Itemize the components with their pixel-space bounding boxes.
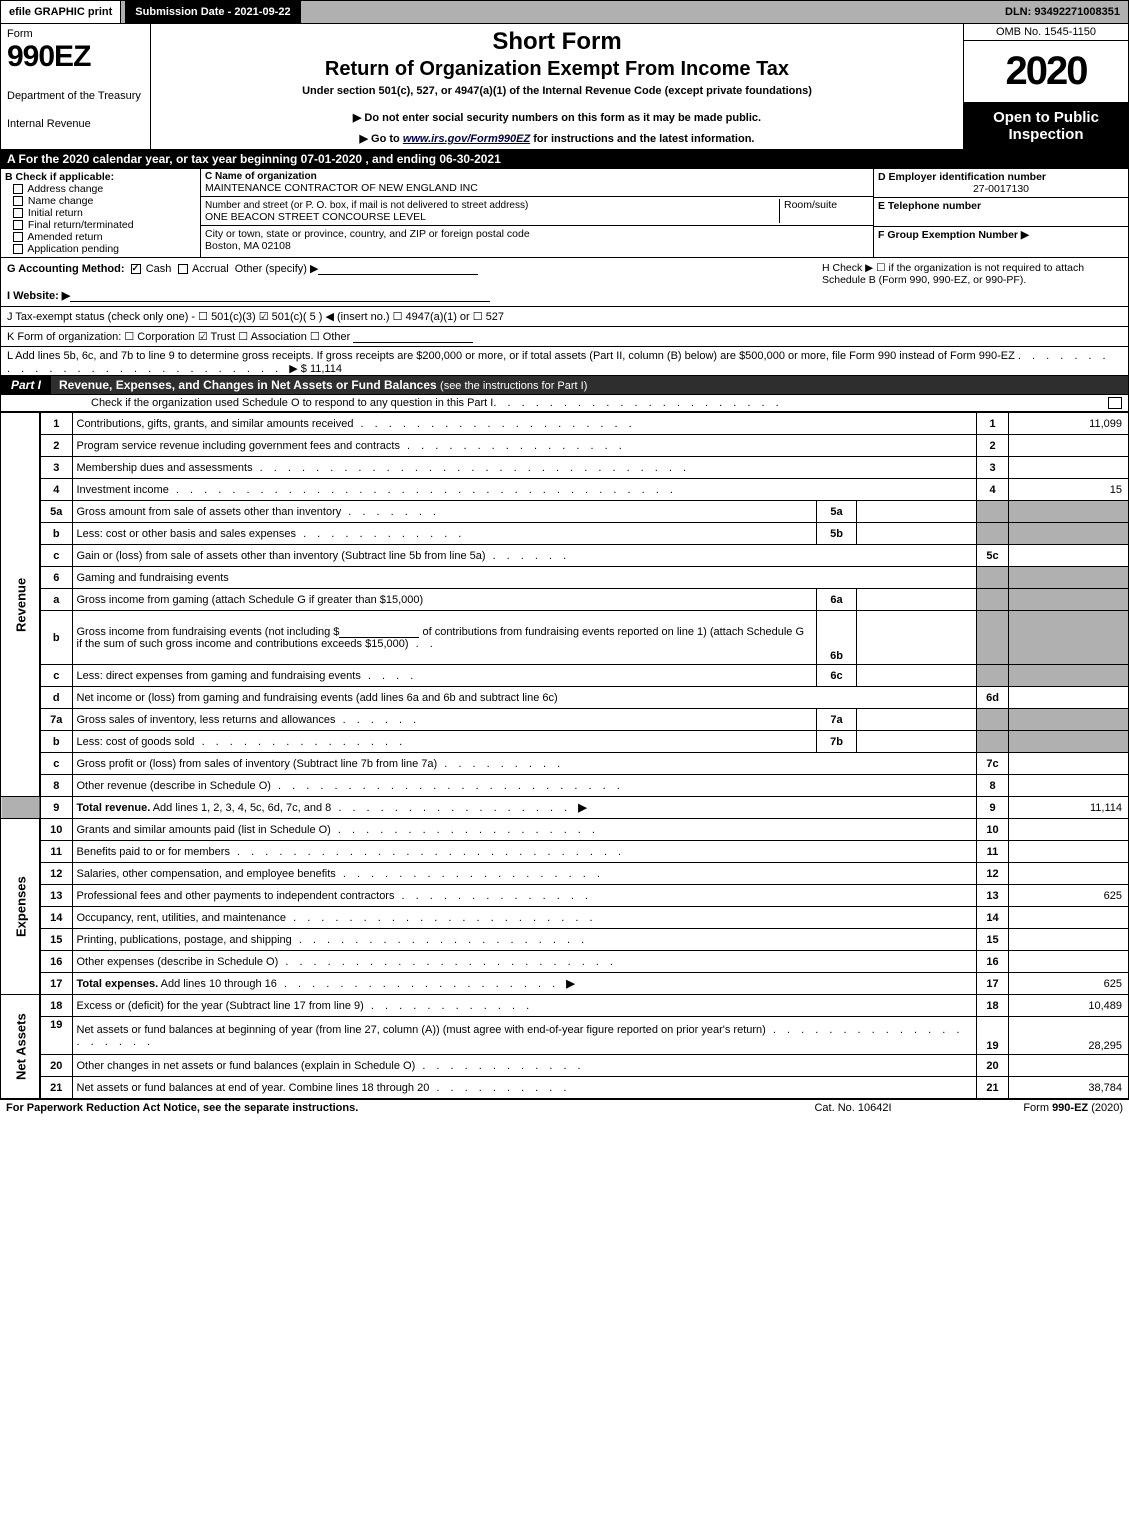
line-g-h-i: G Accounting Method: Cash Accrual Other …: [0, 258, 1129, 307]
website-label: I Website: ▶: [7, 290, 70, 302]
checkbox-final[interactable]: [13, 220, 23, 230]
line-k: K Form of organization: ☐ Corporation ☑ …: [0, 327, 1129, 347]
val-2: [1009, 435, 1129, 457]
netassets-side: Net Assets: [1, 995, 41, 1099]
top-bar: efile GRAPHIC print Submission Date - 20…: [0, 0, 1129, 24]
irs-link[interactable]: www.irs.gov/Form990EZ: [403, 133, 530, 145]
tax-period: A For the 2020 calendar year, or tax yea…: [0, 150, 1129, 169]
paperwork-notice: For Paperwork Reduction Act Notice, see …: [6, 1102, 763, 1114]
irs: Internal Revenue: [7, 118, 144, 130]
form-header: Form 990EZ Department of the Treasury In…: [0, 24, 1129, 150]
line-j: J Tax-exempt status (check only one) - ☐…: [0, 307, 1129, 327]
checkbox-initial[interactable]: [13, 208, 23, 218]
form-label: Form: [7, 28, 144, 40]
open-public: Open to Public Inspection: [964, 103, 1128, 149]
val-4: 15: [1009, 479, 1129, 501]
checkbox-address[interactable]: [13, 184, 23, 194]
expenses-side: Expenses: [1, 819, 41, 995]
page-footer: For Paperwork Reduction Act Notice, see …: [0, 1099, 1129, 1116]
org-name: MAINTENANCE CONTRACTOR OF NEW ENGLAND IN…: [205, 182, 869, 194]
checkbox-amended[interactable]: [13, 232, 23, 242]
val-21: 38,784: [1009, 1077, 1129, 1099]
org-city: Boston, MA 02108: [205, 240, 869, 252]
dept-treasury: Department of the Treasury: [7, 90, 144, 102]
val-1: 11,099: [1009, 413, 1129, 435]
org-address: ONE BEACON STREET CONCOURSE LEVEL: [205, 211, 779, 223]
dln: DLN: 93492271008351: [997, 4, 1128, 20]
checkbox-name[interactable]: [13, 196, 23, 206]
submission-date: Submission Date - 2021-09-22: [125, 1, 300, 23]
val-19: 28,295: [1009, 1017, 1129, 1055]
entity-block: B Check if applicable: Address change Na…: [0, 169, 1129, 258]
val-18: 10,489: [1009, 995, 1129, 1017]
revenue-side: Revenue: [1, 413, 41, 797]
section-c: C Name of organization MAINTENANCE CONTR…: [201, 169, 873, 257]
checkbox-pending[interactable]: [13, 244, 23, 254]
val-9: 11,114: [1009, 797, 1129, 819]
ssn-warning: ▶ Do not enter social security numbers o…: [159, 111, 955, 124]
section-d: D Employer identification number 27-0017…: [873, 169, 1128, 257]
tax-year: 2020: [964, 41, 1128, 103]
val-17: 625: [1009, 973, 1129, 995]
short-form-title: Short Form: [159, 28, 955, 56]
line-l: L Add lines 5b, 6c, and 7b to line 9 to …: [0, 347, 1129, 376]
under-section: Under section 501(c), 527, or 4947(a)(1)…: [159, 85, 955, 97]
part1-table: Revenue 1 Contributions, gifts, grants, …: [0, 412, 1129, 1099]
cat-no: Cat. No. 10642I: [763, 1102, 943, 1114]
form-ref: Form 990-EZ (2020): [943, 1102, 1123, 1114]
schedule-o-check: Check if the organization used Schedule …: [0, 395, 1129, 412]
goto-line: ▶ Go to www.irs.gov/Form990EZ for instru…: [159, 132, 955, 145]
checkbox-cash[interactable]: [131, 264, 141, 274]
checkbox-accrual[interactable]: [178, 264, 188, 274]
efile-print[interactable]: efile GRAPHIC print: [1, 1, 121, 23]
line-h: H Check ▶ ☐ if the organization is not r…: [822, 262, 1122, 286]
val-13: 625: [1009, 885, 1129, 907]
section-b: B Check if applicable: Address change Na…: [1, 169, 201, 257]
checkbox-scheduleo[interactable]: [1108, 397, 1122, 409]
form-number: 990EZ: [7, 40, 144, 74]
return-title: Return of Organization Exempt From Incom…: [159, 58, 955, 81]
part1-header: Part I Revenue, Expenses, and Changes in…: [0, 376, 1129, 395]
omb-number: OMB No. 1545-1150: [964, 24, 1128, 41]
ein: 27-0017130: [878, 183, 1124, 195]
